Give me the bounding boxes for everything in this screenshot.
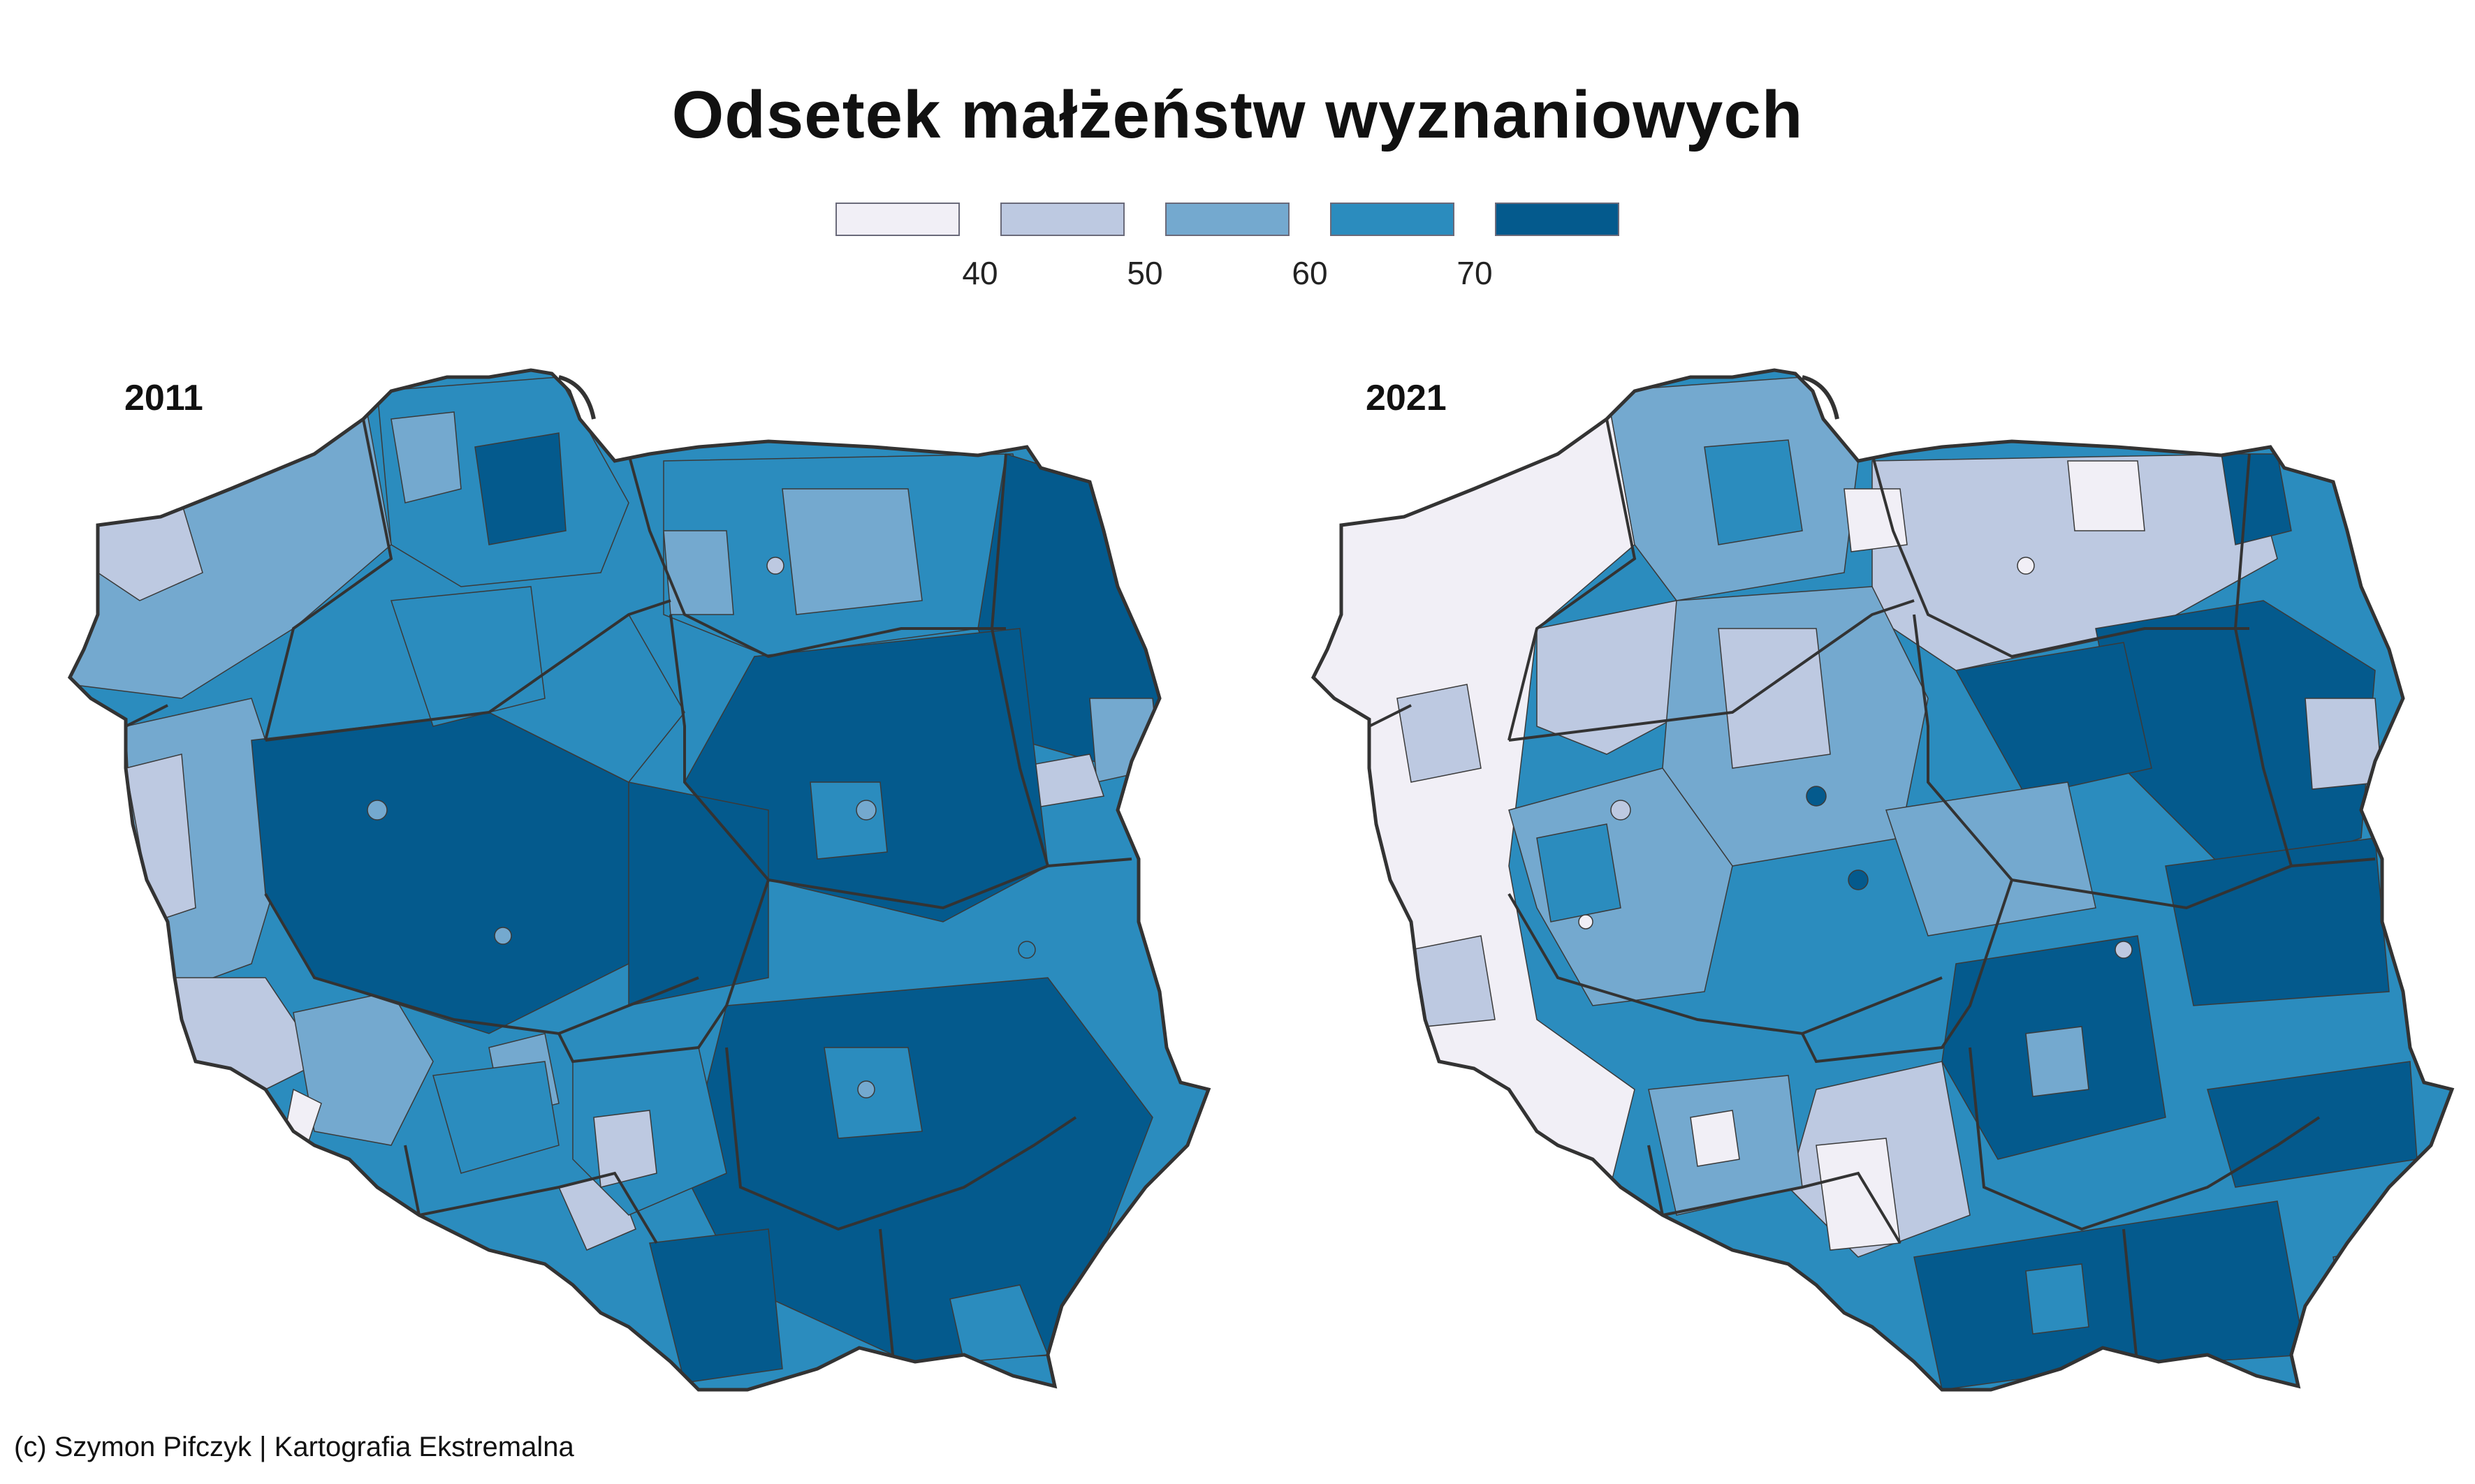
map-title: Odsetek małżeństw wyznaniowych [671, 78, 1804, 152]
legend-swatch-40-50 [1000, 203, 1125, 236]
legend-swatch-60-70 [1330, 203, 1454, 236]
panel-label-2011: 2011 [124, 378, 203, 418]
legend-swatch-50-60 [1165, 203, 1290, 236]
legend-swatch-above-70 [1495, 203, 1619, 236]
panel-label-2021: 2021 [1366, 378, 1447, 418]
credit: (c) Szymon Pifczyk | Kartografia Ekstrem… [14, 1432, 574, 1462]
legend-tick-60: 60 [1292, 255, 1328, 291]
legend-tick-40: 40 [962, 255, 998, 291]
legend-swatch-below-40 [835, 203, 960, 236]
legend-tick-70: 70 [1456, 255, 1493, 291]
legend-tick-50: 50 [1127, 255, 1163, 291]
